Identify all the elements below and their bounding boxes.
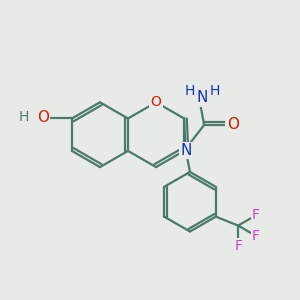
Text: H: H [18, 110, 28, 124]
Text: H: H [209, 84, 220, 98]
Text: F: F [234, 239, 242, 253]
Text: O: O [227, 118, 239, 133]
Text: N: N [181, 143, 192, 158]
Text: O: O [151, 95, 161, 109]
Text: O: O [37, 110, 49, 125]
Text: F: F [252, 208, 260, 222]
Text: N: N [197, 90, 208, 105]
Text: F: F [252, 229, 260, 243]
Text: H: H [184, 84, 195, 98]
